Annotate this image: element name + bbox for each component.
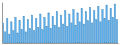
bar — [108, 21, 109, 43]
bar — [56, 12, 57, 43]
bar — [17, 33, 18, 43]
bar — [83, 24, 84, 43]
bar — [67, 26, 68, 43]
bar — [114, 4, 115, 43]
bar — [38, 27, 39, 43]
bar — [21, 30, 22, 43]
bar — [4, 32, 5, 43]
bar — [50, 28, 51, 43]
bar — [79, 22, 80, 43]
plot — [2, 3, 118, 44]
bar — [93, 11, 94, 43]
bar — [9, 34, 10, 43]
bar — [75, 25, 76, 43]
bar — [71, 23, 72, 43]
bar — [64, 11, 65, 43]
bar — [73, 10, 74, 43]
bar — [91, 23, 92, 43]
bar — [102, 10, 103, 43]
bar — [81, 8, 82, 43]
bar — [15, 17, 16, 43]
bar — [19, 21, 20, 43]
bar — [27, 20, 28, 43]
bar — [77, 13, 78, 43]
bar — [110, 8, 111, 43]
bar — [23, 16, 24, 43]
bar — [60, 15, 61, 43]
bar — [69, 14, 70, 43]
bar — [13, 31, 14, 43]
bar — [62, 24, 63, 43]
bar — [31, 15, 32, 43]
bar — [54, 25, 55, 43]
bar — [11, 22, 12, 43]
bar — [96, 20, 97, 43]
bar — [87, 21, 88, 43]
y-axis-line — [2, 3, 3, 44]
bar — [40, 14, 41, 43]
bar — [6, 18, 7, 43]
bar — [44, 17, 45, 43]
bar — [106, 5, 107, 43]
bar — [42, 30, 43, 43]
x-axis — [3, 43, 119, 44]
bar — [89, 7, 90, 43]
bar — [48, 13, 49, 43]
bars — [2, 4, 117, 43]
bar — [100, 22, 101, 43]
bar — [35, 18, 36, 43]
bar — [104, 18, 105, 43]
bar — [29, 28, 30, 43]
bar — [85, 12, 86, 43]
chart — [0, 0, 120, 45]
bar — [52, 16, 53, 43]
bar — [98, 6, 99, 43]
bar — [58, 27, 59, 43]
bar — [25, 32, 26, 43]
x-axis-line — [3, 43, 119, 44]
bar — [112, 17, 113, 43]
bar — [46, 26, 47, 43]
bar — [33, 31, 34, 43]
y-axis — [2, 3, 3, 44]
bar — [116, 20, 117, 43]
